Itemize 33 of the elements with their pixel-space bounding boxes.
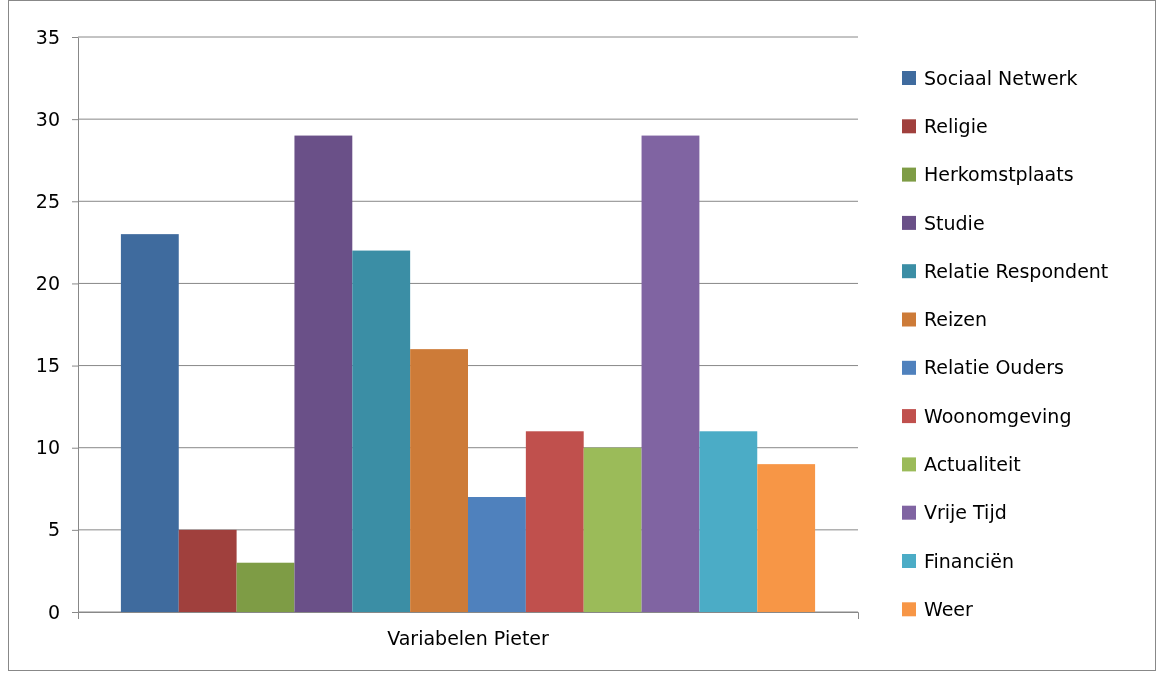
y-tick-label: 20 (35, 272, 60, 295)
bar (120, 234, 179, 612)
legend-label: Financiën (924, 549, 1015, 572)
y-tick-label: 15 (35, 354, 60, 377)
bar (757, 464, 816, 612)
legend-label: Weer (924, 597, 974, 620)
bar (410, 349, 468, 612)
legend-label: Sociaal Netwerk (924, 66, 1078, 89)
y-tick-label: 35 (35, 25, 60, 48)
legend-label: Vrije Tijd (924, 501, 1007, 524)
legend-label: Relatie Respondent (924, 259, 1109, 282)
bar (699, 431, 758, 612)
legend-label: Reizen (924, 308, 988, 331)
bar (294, 135, 353, 612)
legend-label: Studie (924, 211, 985, 234)
bar (641, 135, 700, 612)
legend-label: Relatie Ouders (924, 356, 1064, 379)
legend-label: Religie (924, 114, 988, 137)
legend-label: Herkomstplaats (924, 163, 1074, 186)
y-tick-label: 5 (47, 518, 60, 541)
bar (525, 431, 584, 612)
legend-label: Actualiteit (924, 453, 1021, 476)
bar (178, 529, 237, 612)
bar (583, 447, 642, 612)
y-tick-label: 30 (35, 107, 60, 130)
y-tick-label: 10 (35, 436, 60, 459)
y-tick-label: 25 (35, 189, 60, 212)
bar (352, 250, 411, 612)
bar (236, 562, 295, 612)
legend-label: Woonomgeving (924, 404, 1072, 427)
bar (468, 497, 526, 612)
y-tick-label: 0 (47, 600, 60, 623)
x-tick-label: Variabelen Pieter (387, 627, 550, 650)
